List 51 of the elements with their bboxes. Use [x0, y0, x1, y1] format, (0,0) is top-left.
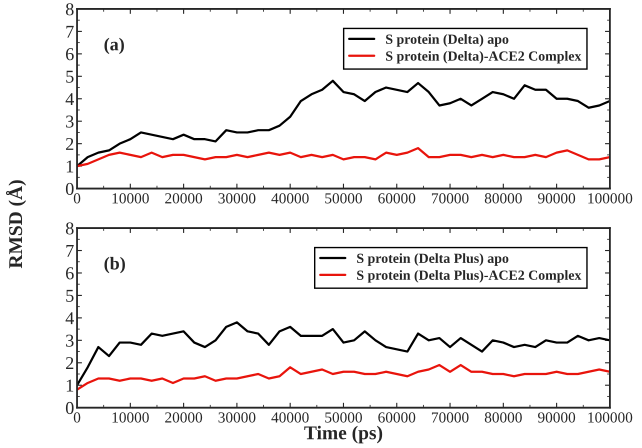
y-tick-label: 6: [66, 267, 74, 280]
y-tick-label: 5: [66, 290, 74, 302]
x-tick-label: 90000: [538, 193, 576, 204]
x-tick-label: 50000: [325, 412, 362, 423]
legend-label: S protein (Delta) apo: [386, 34, 508, 47]
x-tick-label: 80000: [484, 412, 522, 423]
annotation: (b): [104, 256, 125, 274]
y-tick-label: 0: [66, 182, 74, 196]
x-tick-label: 40000: [271, 193, 309, 204]
x-tick-label: 10000: [112, 412, 149, 423]
y-tick-label: 8: [66, 222, 74, 235]
x-tick-label: 100000: [588, 412, 632, 423]
y-tick-label: 0: [66, 402, 74, 414]
x-tick-label: 40000: [271, 412, 309, 423]
y-tick-label: 3: [66, 116, 74, 128]
x-tick-label: 30000: [218, 193, 256, 204]
y-tick-label: 1: [66, 380, 74, 392]
x-tick-label: 80000: [484, 193, 522, 204]
y-tick-label: 2: [66, 138, 74, 150]
x-tick-label: 10000: [112, 193, 149, 204]
legend-label: S protein (Delta)-ACE2 Complex: [386, 50, 582, 64]
y-tick-label: 8: [66, 3, 74, 16]
y-tick-label: 5: [66, 70, 74, 83]
line-series: [77, 364, 610, 391]
x-tick-label: 70000: [432, 412, 469, 423]
x-tick-label: 90000: [538, 412, 576, 423]
legend-label: S protein (Delta Plus) apo: [357, 253, 508, 266]
x-tick-label: 20000: [165, 412, 202, 423]
y-tick-label: 7: [66, 244, 74, 257]
y-tick-label: 2: [66, 357, 74, 370]
x-tick-label: 20000: [165, 193, 202, 204]
line-series: [77, 147, 610, 168]
x-axis-title: Time (ps): [304, 426, 382, 444]
x-tick-label: 50000: [325, 193, 362, 204]
legend-label: S protein (Delta Plus)-ACE2 Complex: [357, 270, 582, 283]
y-tick-label: 4: [66, 312, 74, 324]
line-series: [77, 80, 610, 168]
y-tick-label: 6: [66, 48, 74, 60]
x-tick-label: 30000: [218, 412, 256, 423]
annotation: (a): [104, 38, 124, 54]
y-tick-label: 4: [66, 93, 74, 106]
y-tick-label: 3: [66, 334, 74, 347]
x-tick-label: 70000: [432, 193, 469, 204]
x-tick-label: 60000: [378, 193, 416, 204]
line-series: [77, 321, 610, 386]
y-axis-title: RMSD (Å): [6, 180, 26, 268]
x-tick-label: 60000: [378, 412, 416, 423]
y-tick-label: 1: [66, 160, 74, 172]
x-tick-label: 100000: [588, 193, 632, 204]
x-tick-label: 0: [74, 193, 80, 204]
y-tick-label: 7: [66, 26, 74, 38]
